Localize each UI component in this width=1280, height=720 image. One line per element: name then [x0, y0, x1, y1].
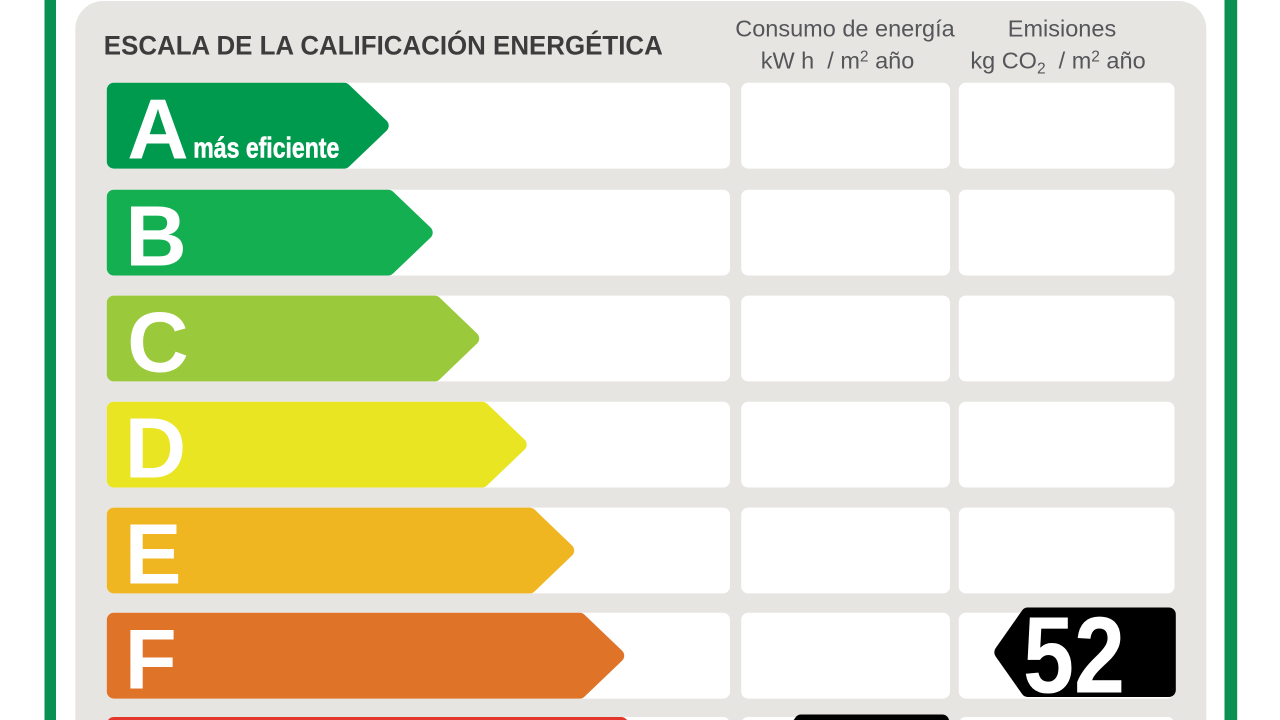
svg-text:kg CO2 / m2 año: kg CO2 / m2 año	[970, 48, 1145, 78]
svg-text:C: C	[127, 295, 188, 390]
svg-text:A: A	[127, 83, 188, 178]
svg-text:F: F	[125, 613, 177, 708]
svg-text:kW h / m2 año: kW h / m2 año	[761, 48, 915, 74]
svg-text:D: D	[125, 402, 186, 497]
svg-text:B: B	[125, 190, 186, 285]
svg-text:Emisiones: Emisiones	[1008, 16, 1116, 42]
svg-text:E: E	[125, 507, 182, 602]
svg-text:más eficiente: más eficiente	[193, 132, 339, 164]
svg-text:52: 52	[1023, 595, 1125, 717]
svg-text:ESCALA DE LA CALIFICACIÓN ENER: ESCALA DE LA CALIFICACIÓN ENERGÉTICA	[104, 29, 663, 60]
svg-text:G: G	[127, 717, 193, 720]
svg-text:Consumo de energía: Consumo de energía	[735, 16, 955, 42]
